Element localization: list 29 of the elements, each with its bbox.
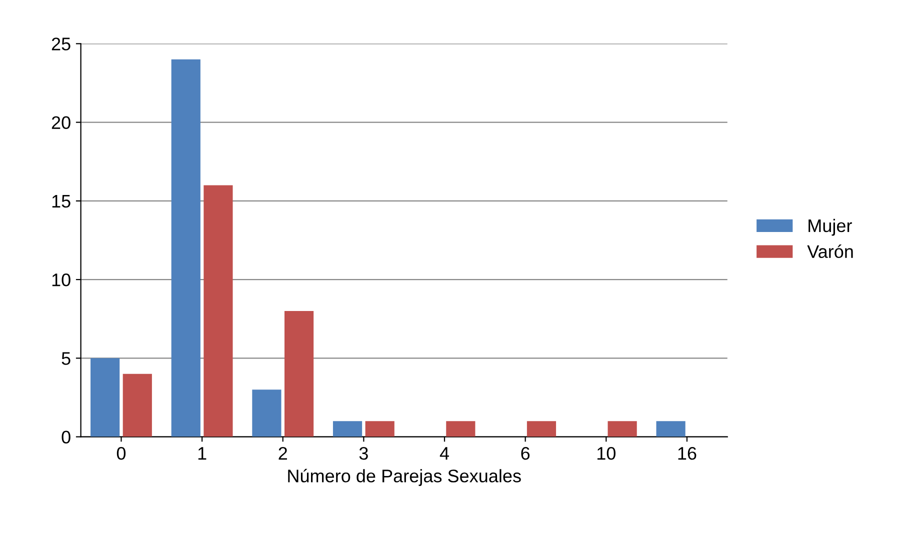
bar xyxy=(204,185,233,437)
legend-label: Varón xyxy=(807,244,853,258)
bar xyxy=(252,390,282,437)
bar xyxy=(171,59,200,437)
y-tick-label: 5 xyxy=(62,352,70,365)
x-tick-label: 4 xyxy=(440,447,450,460)
x-tick-label: 6 xyxy=(521,447,530,460)
bar xyxy=(446,421,476,437)
x-tick-label: 16 xyxy=(678,447,696,460)
x-tick-label: 3 xyxy=(359,447,368,460)
y-tick-label: 20 xyxy=(52,116,70,130)
x-tick-label: 2 xyxy=(278,447,287,460)
bar xyxy=(608,421,637,437)
y-tick-label: 15 xyxy=(52,195,70,208)
y-tick-label: 10 xyxy=(52,273,70,286)
bar xyxy=(284,311,314,437)
legend-label: Mujer xyxy=(808,218,852,236)
bar xyxy=(365,421,394,437)
bar xyxy=(122,374,152,437)
x-tick-label: 0 xyxy=(116,447,126,460)
y-tick-label: 25 xyxy=(52,38,70,50)
bar xyxy=(332,421,362,437)
y-tick-label: 0 xyxy=(62,430,70,444)
x-tick-label: 10 xyxy=(597,447,616,460)
bar xyxy=(90,358,120,437)
x-axis-title: Número de Parejas Sexuales xyxy=(288,468,521,486)
bar xyxy=(656,421,686,437)
x-tick-label: 1 xyxy=(198,447,206,460)
bar xyxy=(526,421,556,437)
